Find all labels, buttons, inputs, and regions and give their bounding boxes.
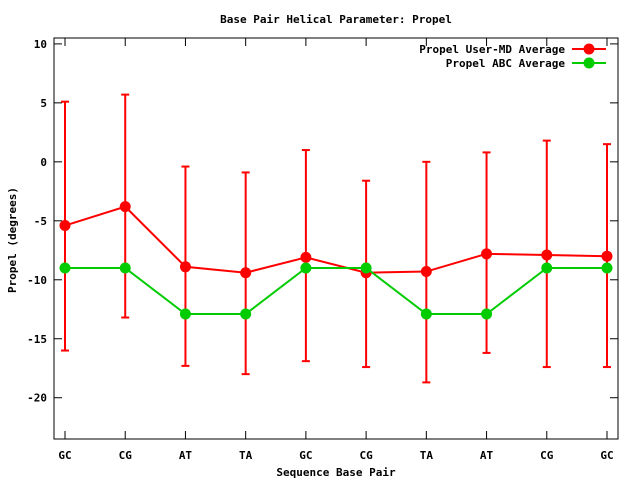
series-2	[59, 262, 613, 320]
y-tick-label: -20	[27, 392, 47, 405]
data-point	[601, 262, 613, 274]
data-point	[179, 261, 191, 273]
data-point	[119, 201, 131, 213]
y-tick-label: -15	[27, 333, 47, 346]
data-point	[420, 266, 432, 278]
data-point	[481, 248, 493, 260]
y-tick-label: -5	[34, 215, 47, 228]
legend-marker	[583, 57, 595, 69]
y-tick-label: 5	[40, 97, 47, 110]
x-tick-label: GC	[600, 449, 613, 462]
data-point	[481, 308, 493, 320]
data-point	[300, 251, 312, 263]
x-tick-label: CG	[119, 449, 133, 462]
plot-area	[53, 37, 619, 440]
data-point	[541, 262, 553, 274]
data-point	[179, 308, 191, 320]
y-tick-label: 10	[34, 38, 47, 51]
series-line	[64, 205, 608, 274]
x-tick-label: AT	[480, 449, 494, 462]
legend-label: Propel User-MD Average	[419, 43, 565, 56]
data-point	[59, 220, 71, 232]
y-tick-label: -10	[27, 274, 47, 287]
data-point	[300, 262, 312, 274]
legend-label: Propel ABC Average	[446, 57, 566, 70]
x-tick-label: GC	[58, 449, 71, 462]
y-tick-label: 0	[40, 156, 47, 169]
series-1	[59, 93, 613, 384]
x-tick-label: GC	[299, 449, 312, 462]
x-tick-label: AT	[179, 449, 193, 462]
x-tick-label: CG	[540, 449, 554, 462]
x-tick-label: TA	[239, 449, 253, 462]
y-axis-label: Propel (degrees)	[6, 187, 19, 293]
series-layer	[59, 93, 613, 384]
data-point	[240, 267, 252, 279]
x-tick-label: CG	[359, 449, 373, 462]
y-axis: 10 5 0 -5 -10 -15 -20	[27, 38, 618, 405]
data-point	[240, 308, 252, 320]
series-line	[65, 266, 607, 315]
data-point	[119, 262, 131, 274]
chart-title: Base Pair Helical Parameter: Propel	[220, 13, 452, 26]
data-point	[59, 262, 71, 274]
data-point	[541, 249, 553, 261]
x-tick-label: TA	[420, 449, 434, 462]
data-point	[360, 262, 372, 274]
data-point	[420, 308, 432, 320]
x-axis: GC CG AT TA GC CG TA AT CG GC	[58, 38, 614, 462]
legend-marker	[583, 43, 595, 55]
x-axis-label: Sequence Base Pair	[276, 466, 396, 479]
data-point	[601, 250, 613, 262]
plot-border	[53, 37, 619, 440]
